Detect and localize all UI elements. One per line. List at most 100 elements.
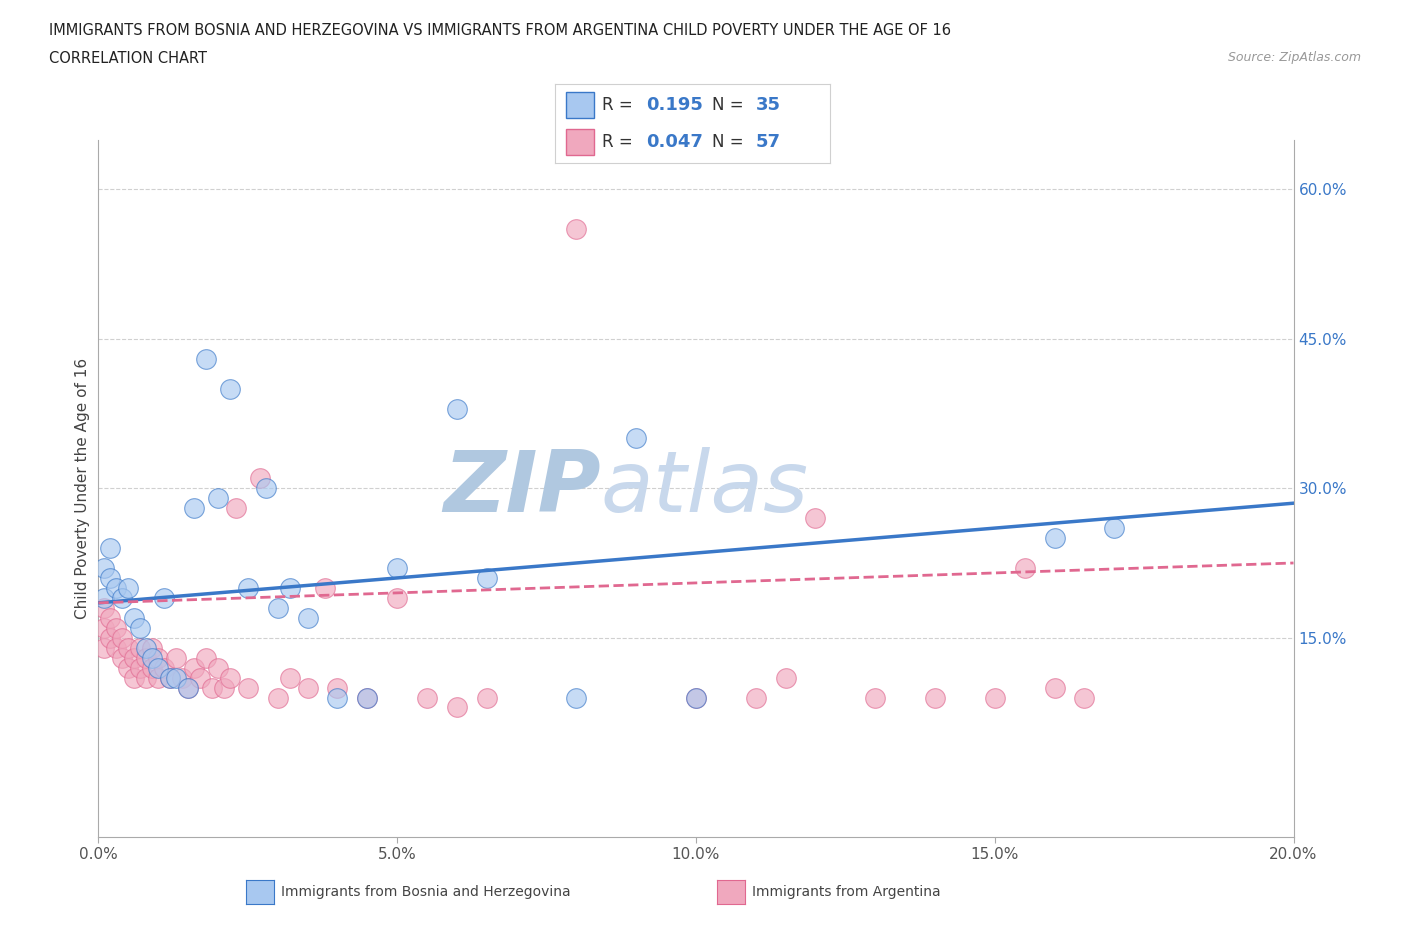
Point [117, 660, 139, 675]
Point [475, 570, 498, 585]
Point [183, 660, 205, 675]
Point [385, 561, 409, 576]
FancyBboxPatch shape [567, 128, 593, 155]
Point [446, 700, 468, 715]
Text: N =: N = [711, 96, 744, 114]
Point [1043, 531, 1066, 546]
Text: R =: R = [602, 133, 633, 152]
Point [183, 500, 205, 515]
Text: N =: N = [711, 133, 744, 152]
Text: CORRELATION CHART: CORRELATION CHART [49, 51, 207, 66]
Text: Immigrants from Bosnia and Herzegovina: Immigrants from Bosnia and Herzegovina [281, 884, 571, 899]
Point [984, 690, 1007, 705]
Point [93, 620, 115, 635]
Point [93, 640, 115, 655]
Point [1073, 690, 1095, 705]
Point [924, 690, 946, 705]
Point [117, 580, 139, 595]
Point [775, 671, 797, 685]
FancyBboxPatch shape [567, 92, 593, 118]
Point [141, 660, 163, 675]
Point [219, 671, 242, 685]
Point [207, 660, 229, 675]
Point [165, 650, 187, 665]
Point [385, 591, 409, 605]
Point [219, 381, 242, 396]
Point [111, 591, 134, 605]
Point [100, 540, 122, 555]
Point [111, 650, 134, 665]
Point [93, 561, 115, 576]
Point [278, 671, 301, 685]
Point [141, 650, 163, 665]
Point [416, 690, 439, 705]
Point [1014, 561, 1036, 576]
Point [135, 640, 157, 655]
Point [297, 680, 319, 695]
Point [105, 640, 128, 655]
Text: 0.047: 0.047 [645, 133, 703, 152]
Point [297, 610, 319, 625]
Y-axis label: Child Poverty Under the Age of 16: Child Poverty Under the Age of 16 [75, 358, 90, 618]
Point [804, 511, 827, 525]
Point [207, 491, 229, 506]
Point [129, 640, 152, 655]
Point [236, 580, 259, 595]
Point [356, 690, 378, 705]
Point [100, 610, 122, 625]
Text: Immigrants from Argentina: Immigrants from Argentina [752, 884, 941, 899]
Point [159, 671, 181, 685]
Point [267, 601, 290, 616]
Point [124, 610, 146, 625]
Point [172, 671, 194, 685]
Point [135, 671, 157, 685]
Point [475, 690, 498, 705]
Point [565, 221, 588, 236]
Point [326, 680, 349, 695]
Point [105, 580, 128, 595]
Point [153, 660, 176, 675]
Point [148, 650, 170, 665]
Point [446, 401, 468, 416]
Point [278, 580, 301, 595]
Point [148, 660, 170, 675]
Point [100, 631, 122, 645]
Point [1043, 680, 1066, 695]
Point [225, 500, 247, 515]
Point [865, 690, 887, 705]
Point [236, 680, 259, 695]
Point [326, 690, 349, 705]
Point [1104, 521, 1126, 536]
Point [124, 671, 146, 685]
Point [148, 671, 170, 685]
Point [93, 591, 115, 605]
Point [177, 680, 200, 695]
Point [165, 671, 187, 685]
Text: ZIP: ZIP [443, 446, 600, 530]
Point [201, 680, 224, 695]
Point [685, 690, 707, 705]
Point [626, 431, 648, 445]
Text: R =: R = [602, 96, 633, 114]
Point [100, 570, 122, 585]
Point [356, 690, 378, 705]
Point [117, 640, 139, 655]
Point [685, 690, 707, 705]
Point [195, 352, 218, 366]
Point [93, 601, 115, 616]
Point [565, 690, 588, 705]
Point [745, 690, 768, 705]
Text: 35: 35 [755, 96, 780, 114]
Text: atlas: atlas [600, 446, 808, 530]
Point [129, 660, 152, 675]
Point [111, 631, 134, 645]
Point [249, 471, 271, 485]
Point [129, 620, 152, 635]
Point [153, 591, 176, 605]
Point [135, 650, 157, 665]
Point [267, 690, 290, 705]
Text: 0.195: 0.195 [645, 96, 703, 114]
Text: IMMIGRANTS FROM BOSNIA AND HERZEGOVINA VS IMMIGRANTS FROM ARGENTINA CHILD POVERT: IMMIGRANTS FROM BOSNIA AND HERZEGOVINA V… [49, 23, 952, 38]
Point [159, 671, 181, 685]
Text: Source: ZipAtlas.com: Source: ZipAtlas.com [1227, 51, 1361, 64]
